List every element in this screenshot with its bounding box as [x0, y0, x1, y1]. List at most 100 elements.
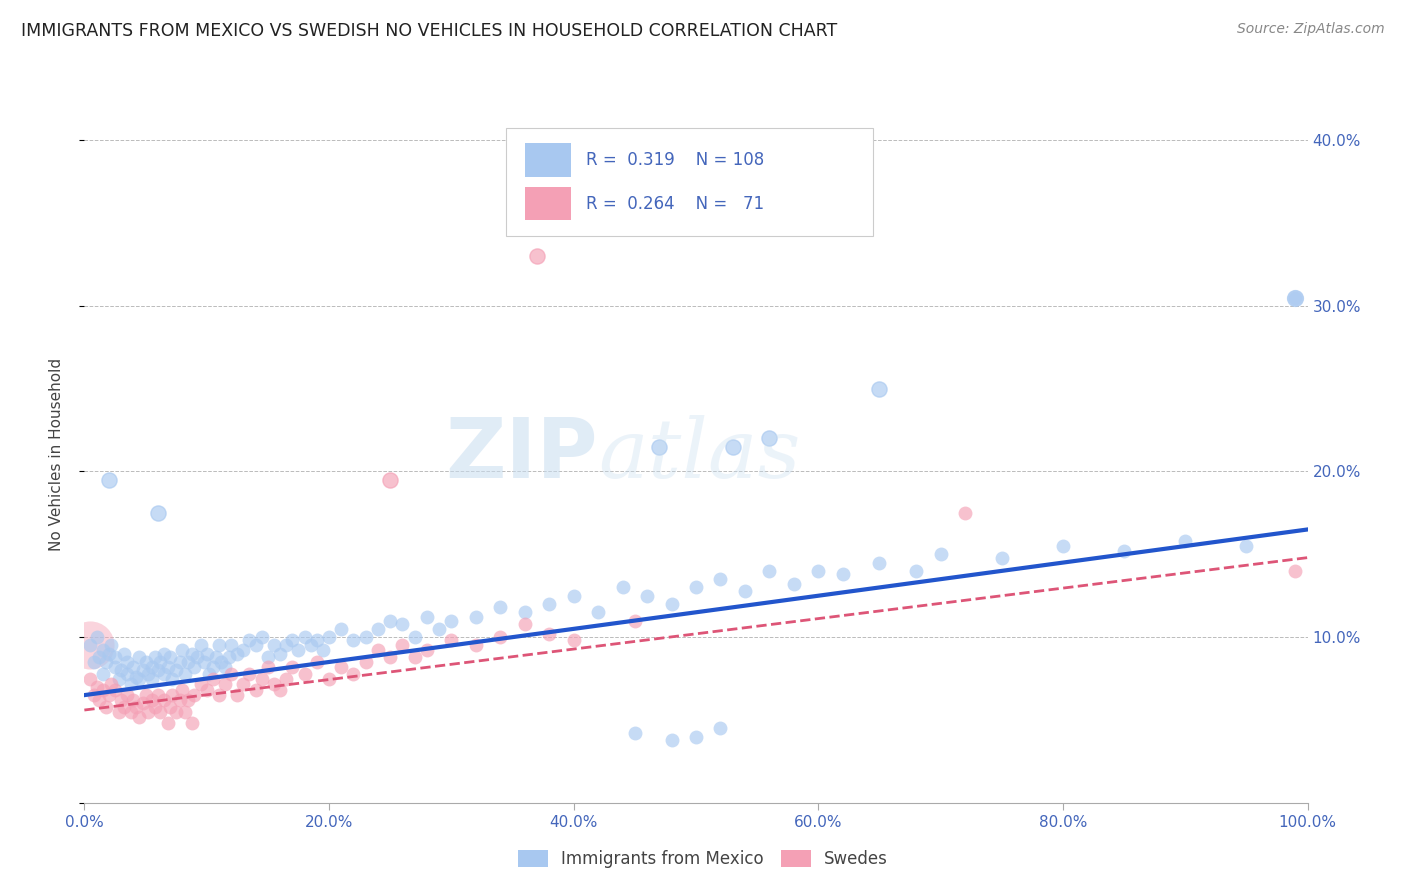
Point [464, 639, 486, 653]
Point [367, 622, 389, 636]
Point [107, 705, 129, 719]
Point [538, 627, 561, 641]
Text: ZIP: ZIP [446, 415, 598, 495]
Point [263, 639, 285, 653]
Point [305, 633, 328, 648]
Point [330, 622, 353, 636]
Point [104, 650, 127, 665]
Point [208, 639, 231, 653]
Point [104, 683, 127, 698]
Point [96, 655, 118, 669]
Point [538, 597, 561, 611]
Point [489, 630, 512, 644]
Point [250, 672, 273, 686]
Point [87, 650, 110, 665]
Point [721, 440, 744, 454]
Point [276, 639, 298, 653]
Point [342, 666, 364, 681]
Point [281, 660, 304, 674]
Point [404, 630, 426, 644]
Point [135, 688, 157, 702]
Point [86, 680, 108, 694]
Point [156, 716, 179, 731]
Point [79, 672, 101, 686]
Point [86, 630, 108, 644]
Point [263, 676, 285, 690]
Point [685, 730, 707, 744]
Point [226, 688, 249, 702]
Point [128, 709, 150, 723]
Point [269, 683, 291, 698]
Point [807, 564, 830, 578]
Point [318, 672, 340, 686]
Point [132, 697, 155, 711]
Point [112, 647, 135, 661]
Point [181, 716, 204, 731]
Point [380, 614, 402, 628]
Point [299, 639, 322, 653]
Point [97, 647, 120, 661]
Point [141, 672, 163, 686]
Point [177, 655, 200, 669]
Point [153, 666, 176, 681]
Point [141, 693, 163, 707]
Point [104, 660, 127, 674]
Point [526, 249, 548, 263]
Point [219, 666, 242, 681]
Point [159, 650, 181, 665]
Point [232, 676, 254, 690]
Point [162, 688, 184, 702]
Point [305, 655, 328, 669]
Point [734, 583, 756, 598]
Point [143, 650, 166, 665]
Point [758, 564, 780, 578]
Point [120, 705, 142, 719]
Point [991, 550, 1014, 565]
Point [87, 693, 110, 707]
Point [146, 506, 169, 520]
Point [685, 581, 707, 595]
Point [226, 647, 249, 661]
Point [83, 688, 105, 702]
Point [586, 605, 609, 619]
Point [214, 676, 236, 690]
Point [294, 666, 316, 681]
FancyBboxPatch shape [506, 128, 873, 235]
Point [162, 672, 184, 686]
Point [380, 473, 402, 487]
Point [195, 647, 218, 661]
Point [110, 663, 132, 677]
Point [115, 655, 138, 669]
Point [758, 431, 780, 445]
Point [562, 589, 585, 603]
Point [186, 650, 208, 665]
Point [238, 666, 260, 681]
Bar [524, 144, 571, 177]
Point [128, 650, 150, 665]
Point [83, 655, 105, 669]
Point [1236, 539, 1258, 553]
Point [257, 650, 280, 665]
Point [269, 647, 291, 661]
Point [169, 693, 191, 707]
Point [709, 572, 731, 586]
Point [115, 688, 138, 702]
Point [91, 643, 114, 657]
Point [513, 605, 536, 619]
Point [238, 633, 260, 648]
Point [1114, 544, 1136, 558]
Point [193, 655, 215, 669]
Point [100, 639, 122, 653]
Point [169, 655, 191, 669]
Point [318, 630, 340, 644]
Point [122, 660, 145, 674]
Point [330, 660, 353, 674]
Point [165, 663, 187, 677]
Point [208, 688, 231, 702]
Text: Source: ZipAtlas.com: Source: ZipAtlas.com [1237, 22, 1385, 37]
Point [146, 663, 169, 677]
Point [97, 473, 120, 487]
Text: R =  0.264    N =   71: R = 0.264 N = 71 [586, 194, 763, 213]
Point [177, 693, 200, 707]
Point [648, 440, 671, 454]
